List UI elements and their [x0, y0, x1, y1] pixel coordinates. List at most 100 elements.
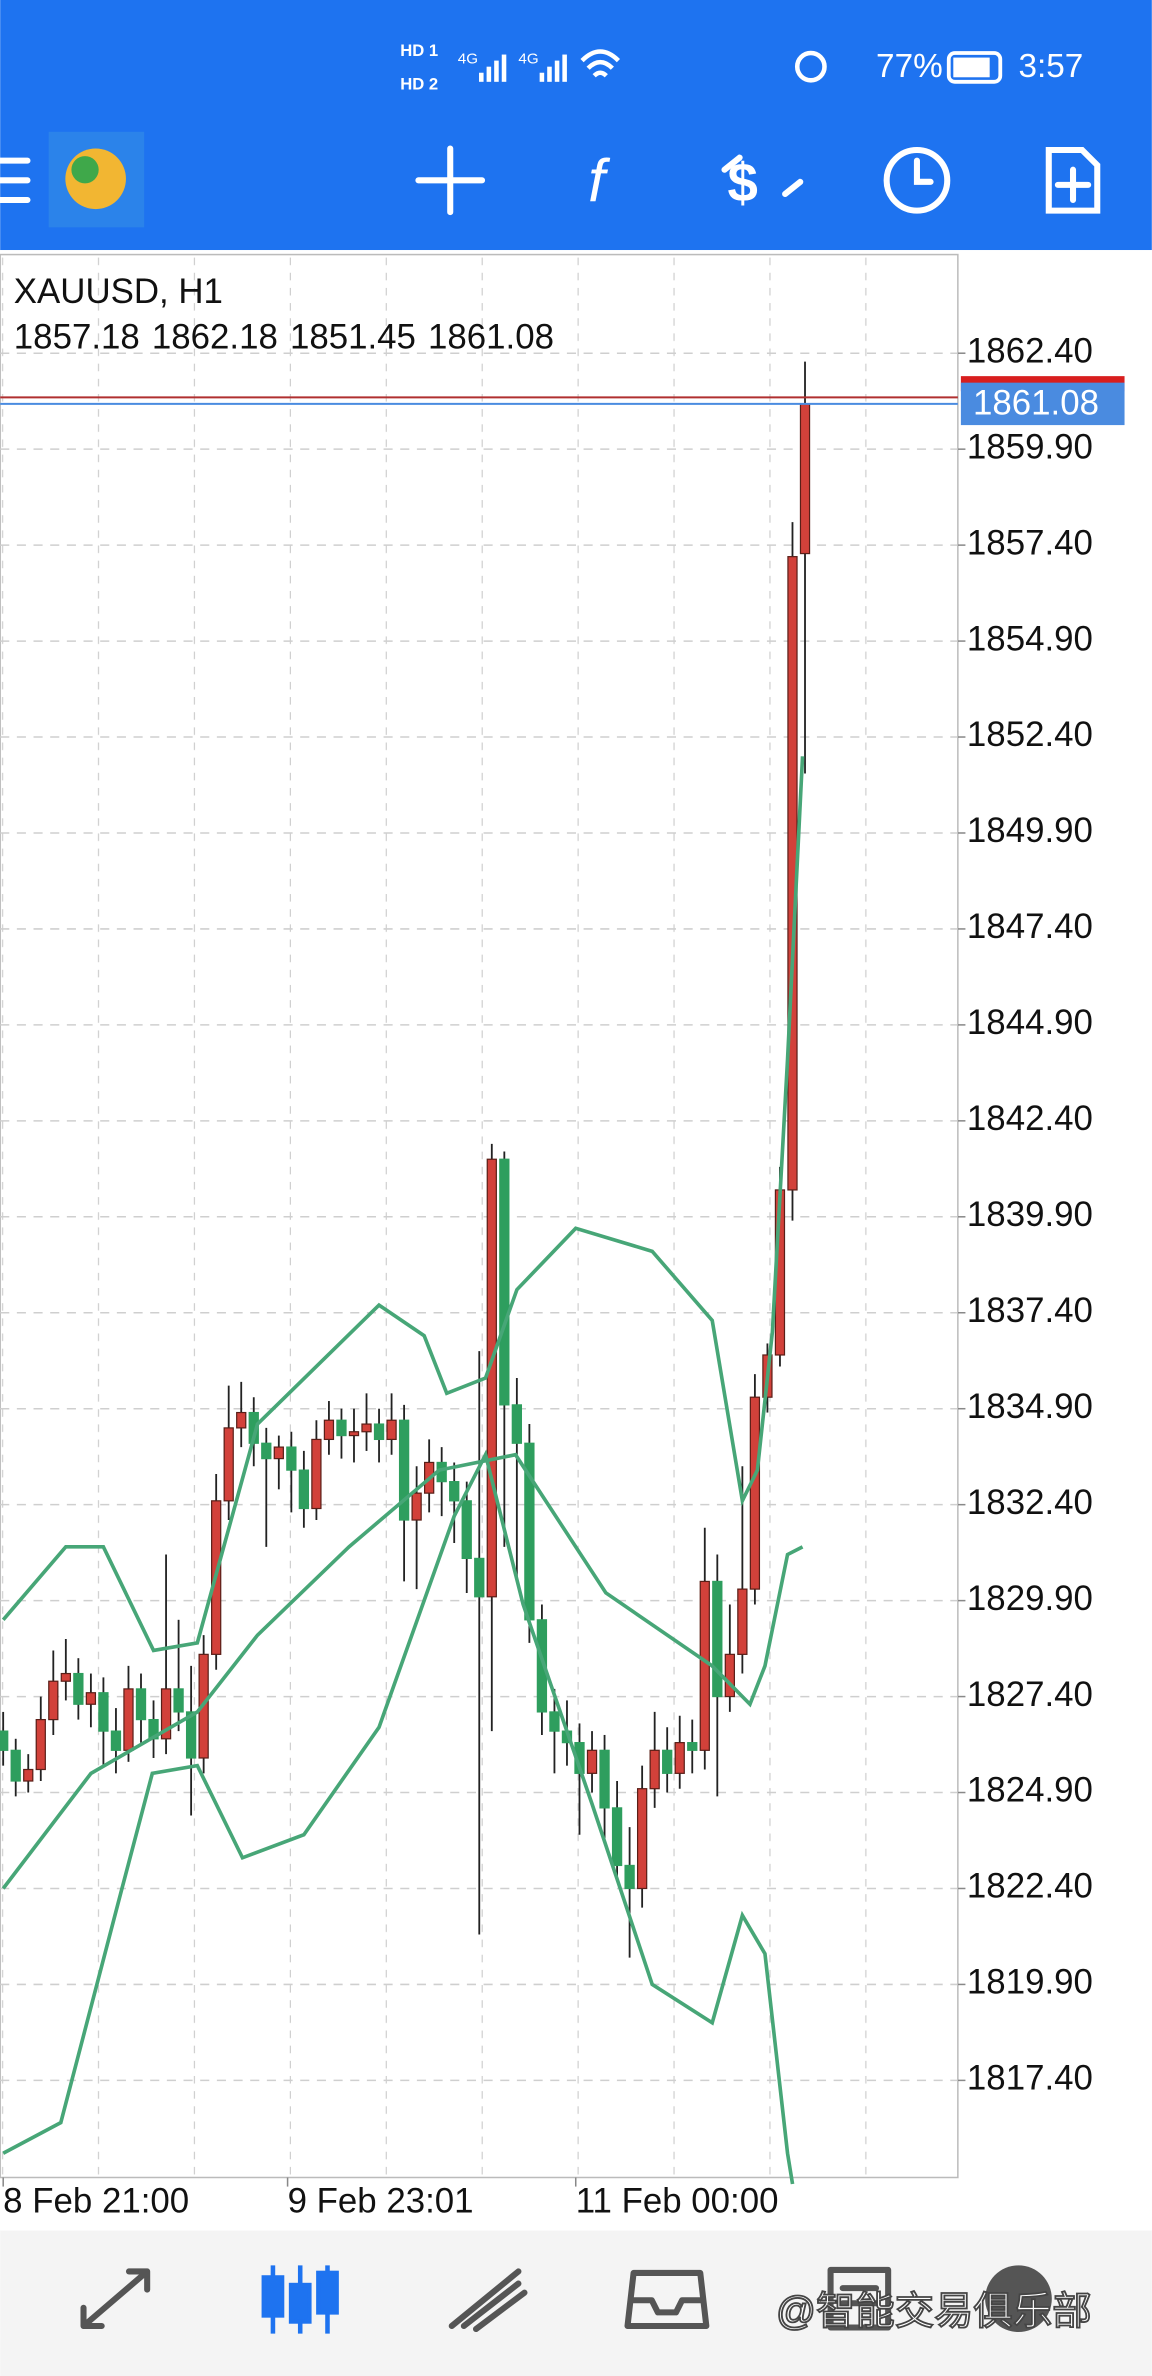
timeframe-button[interactable]	[883, 146, 951, 214]
candle-body	[499, 1158, 510, 1406]
candle-body	[662, 1749, 673, 1774]
bollinger-band	[1, 756, 805, 1653]
candle-body	[586, 1749, 598, 1774]
menu-button[interactable]	[0, 157, 31, 204]
candle-body	[486, 1158, 497, 1598]
candle-body	[687, 1742, 698, 1751]
sim1: HD 1	[400, 41, 438, 60]
close: 1861.08	[428, 318, 554, 357]
low: 1851.45	[290, 318, 416, 357]
y-tick-label: 1849.90	[967, 811, 1093, 850]
candle-body	[624, 1864, 635, 1890]
y-tick-label: 1844.90	[967, 1003, 1093, 1042]
open: 1857.18	[14, 318, 140, 357]
y-tick-label: 1824.90	[967, 1771, 1093, 1810]
candle-body	[323, 1419, 335, 1441]
y-tick-label: 1847.40	[967, 907, 1093, 946]
y-tick-label: 1817.40	[967, 2059, 1093, 2098]
candle-body	[699, 1580, 710, 1751]
y-tick-label: 1859.90	[967, 427, 1093, 466]
settings-tab[interactable]	[985, 2265, 1052, 2333]
candle-body	[599, 1749, 610, 1809]
candle-body	[348, 1431, 360, 1437]
candle-body	[10, 1749, 21, 1782]
candle-body	[449, 1481, 460, 1502]
candle-body	[185, 1711, 197, 1759]
clock: 3:57	[1018, 48, 1083, 85]
y-tick-label: 1854.90	[967, 619, 1093, 658]
candle-body	[611, 1807, 623, 1867]
candle-body	[60, 1672, 71, 1682]
candle-body	[110, 1730, 122, 1751]
candle-body	[511, 1404, 523, 1444]
y-tick-label: 1832.40	[967, 1483, 1093, 1522]
candle-body	[799, 403, 811, 555]
y-tick-label: 1829.90	[967, 1579, 1093, 1618]
bid-label: 1861.08	[973, 384, 1099, 423]
candle-body	[724, 1653, 735, 1698]
history-tab[interactable]	[624, 2269, 710, 2330]
bottom-bar	[0, 2230, 1152, 2376]
y-tick-label: 1852.40	[967, 715, 1093, 754]
chart-tab[interactable]	[261, 2265, 339, 2334]
high: 1862.18	[152, 318, 278, 357]
signal-icons	[479, 49, 1003, 84]
x-tick-label: 11 Feb 00:00	[576, 2181, 779, 2220]
candle-body	[336, 1419, 347, 1437]
candle-body	[674, 1742, 685, 1774]
symbol-title: XAUUSD, H1	[14, 272, 223, 311]
candle-body	[0, 1730, 9, 1751]
plot	[0, 352, 966, 2187]
y-tick-label: 1837.40	[967, 1291, 1093, 1330]
network: 4G	[458, 51, 478, 68]
quotes-tab[interactable]	[80, 2268, 151, 2330]
trade-tab[interactable]	[448, 2268, 528, 2333]
candle-body	[48, 1680, 59, 1721]
y-tick-label: 1834.90	[967, 1387, 1093, 1426]
network: 4G	[518, 51, 538, 68]
candle-body	[649, 1749, 660, 1790]
candle-body	[23, 1768, 34, 1782]
candle-body	[98, 1692, 109, 1732]
candle-body	[223, 1427, 234, 1502]
new-order-button[interactable]	[1045, 146, 1101, 214]
candle-body	[85, 1692, 97, 1705]
x-tick-label: 9 Feb 23:01	[288, 2181, 474, 2220]
ohlc-readout: 1857.18 1862.18 1851.45 1861.08	[14, 318, 554, 357]
watermark: @智能交易俱乐部	[776, 2289, 1092, 2333]
y-tick-label: 1827.40	[967, 1675, 1093, 1714]
candle-body	[135, 1688, 147, 1721]
candle-body	[123, 1688, 134, 1751]
candle-body	[236, 1411, 247, 1429]
bollinger-band	[2, 1449, 795, 2185]
crosshair-button[interactable]	[415, 145, 486, 216]
candle-body	[261, 1442, 272, 1460]
app-logo[interactable]	[48, 131, 145, 228]
news-tab[interactable]	[827, 2266, 892, 2331]
candle-body	[311, 1438, 322, 1510]
sim2: HD 2	[400, 74, 438, 93]
candle-body	[749, 1396, 761, 1590]
candle-body	[286, 1446, 297, 1471]
x-tick-label: 8 Feb 21:00	[3, 2181, 189, 2220]
candle-body	[461, 1500, 472, 1560]
top-bar	[0, 0, 1152, 251]
y-tick-label: 1857.40	[967, 523, 1093, 562]
candle-body	[273, 1446, 284, 1460]
candle-body	[373, 1423, 385, 1441]
candle-body	[398, 1419, 410, 1521]
candle-body	[411, 1492, 422, 1521]
symbols-button[interactable]: $	[721, 153, 804, 214]
candle-body	[386, 1419, 397, 1441]
candle-body	[73, 1672, 84, 1705]
candle-body	[160, 1688, 172, 1740]
candle-body	[737, 1588, 748, 1655]
y-tick-label: 1862.40	[967, 331, 1093, 370]
y-tick-label: 1819.90	[967, 1963, 1093, 2002]
candle-body	[549, 1711, 560, 1732]
candle-body	[173, 1688, 184, 1713]
bid-tag	[960, 382, 1125, 426]
bollinger-band	[1, 1452, 804, 1890]
